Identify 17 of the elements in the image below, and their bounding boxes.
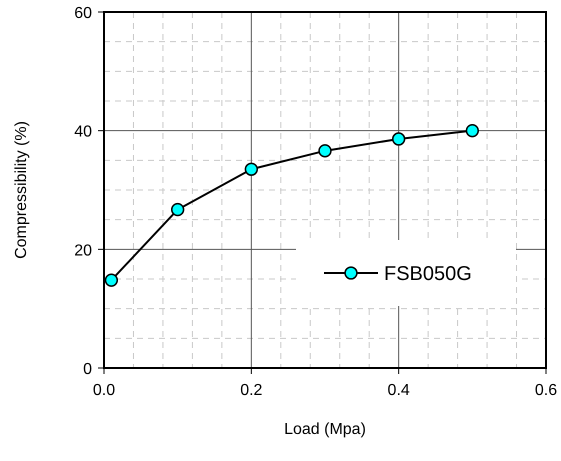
point [244, 162, 258, 176]
x-tick-label: 0.2 [240, 382, 263, 399]
point [466, 124, 479, 138]
x-tick-label: 0.0 [92, 382, 116, 399]
y-tick-label: 20 [74, 242, 92, 260]
y-tick-label: 40 [74, 124, 92, 141]
point [318, 144, 332, 158]
y-axis-title: Compressibility (%) [13, 121, 30, 259]
point [392, 132, 406, 146]
legend-label: FSB050G [384, 263, 472, 285]
point [171, 202, 184, 216]
x-tick-label: 0.6 [534, 382, 558, 399]
y-tick-label: 60 [74, 5, 92, 22]
x-tick-label: 0.4 [388, 382, 410, 399]
x-axis-title: Load (Mpa) [284, 421, 366, 438]
y-tick-label: 0 [83, 361, 92, 378]
point [104, 274, 118, 287]
